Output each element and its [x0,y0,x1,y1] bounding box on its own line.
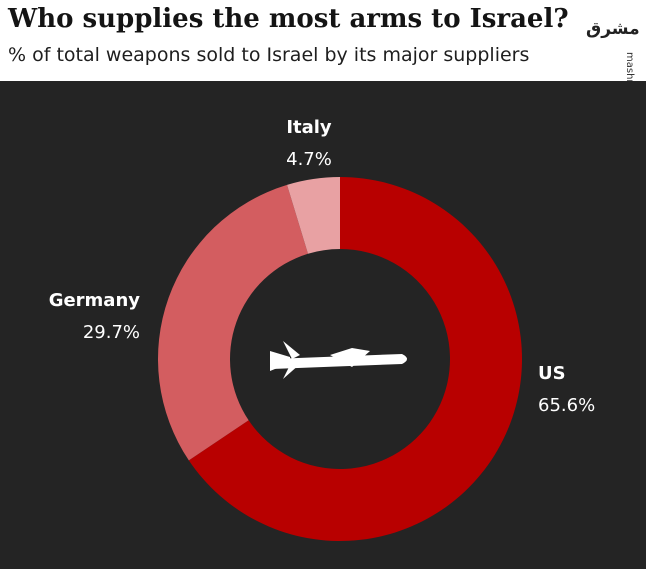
slice-label-germany: Germany [49,290,141,311]
slice-value-italy: 4.7% [286,149,332,170]
slice-us [188,177,523,541]
slice-labels: US 65.6% Germany 29.7% Italy 4.7% [49,117,596,416]
watermark-logo: مشرق [586,19,640,39]
slice-label-us: US [538,363,566,384]
slice-label-italy: Italy [286,117,332,138]
chart-subtitle: % of total weapons sold to Israel by its… [8,44,530,66]
missile-icon [270,341,407,379]
donut-slices [158,177,523,541]
slice-value-us: 65.6% [538,395,595,416]
donut-chart: US 65.6% Germany 29.7% Italy 4.7% [49,117,596,541]
slice-value-germany: 29.7% [83,322,140,343]
chart-title: Who supplies the most arms to Israel? [8,4,569,34]
slice-germany [158,184,308,461]
slice-italy [287,177,340,254]
chart-header: Who supplies the most arms to Israel? % … [0,0,646,138]
